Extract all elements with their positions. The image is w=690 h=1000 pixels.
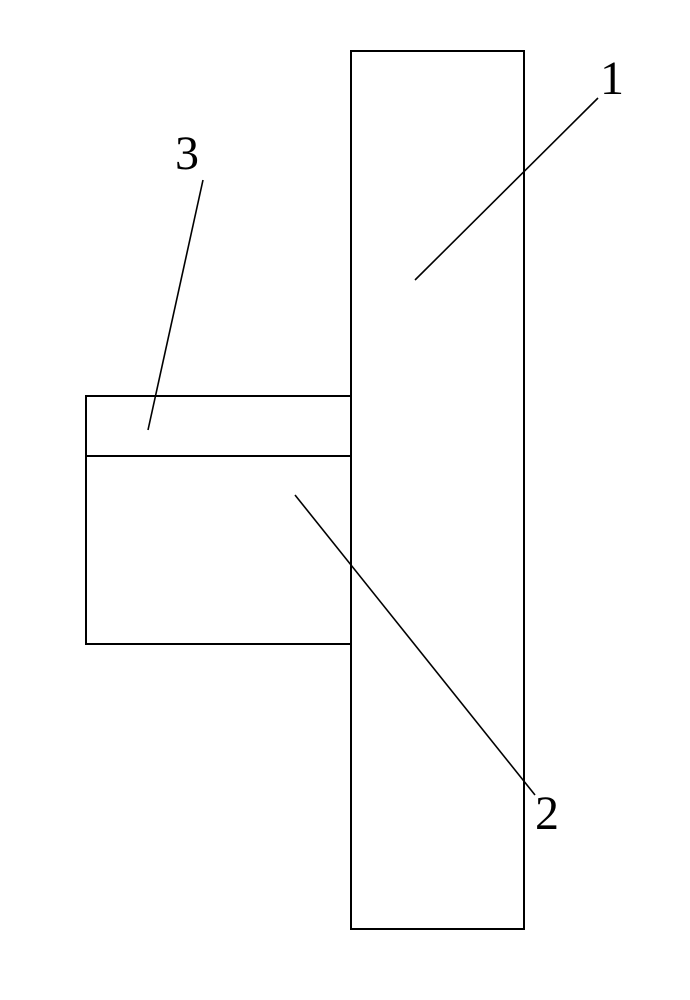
part-3-divider: [87, 455, 350, 457]
label-3: 3: [175, 130, 199, 178]
part-2-body: [85, 395, 352, 645]
diagram-stage: 1 2 3: [0, 0, 690, 1000]
leader-to-3: [148, 180, 203, 430]
label-2: 2: [535, 790, 559, 838]
label-1: 1: [600, 55, 624, 103]
part-1-body: [350, 50, 525, 930]
